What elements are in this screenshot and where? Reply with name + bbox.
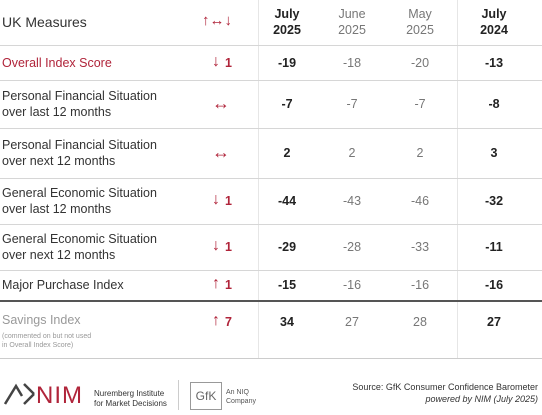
row-label-line: over last 12 months xyxy=(2,105,112,119)
value: 2 xyxy=(283,146,291,160)
row-label: General Economic Situation over last 12 m… xyxy=(2,185,157,217)
gfk-sub: An NIQ Company xyxy=(226,388,256,406)
row-divider xyxy=(0,178,542,179)
value: -46 xyxy=(410,194,430,208)
nim-logo: NIM xyxy=(36,382,83,409)
row-note: (commented on but not used in Overall Ind… xyxy=(2,332,91,350)
value: -7 xyxy=(346,97,358,111)
value: -33 xyxy=(410,240,430,254)
column-month: July xyxy=(274,7,300,21)
change-value: 7 xyxy=(225,315,232,329)
row-note-line: in Overall Index Score) xyxy=(2,342,74,349)
col-divider xyxy=(258,0,259,358)
column-header: July 2025 xyxy=(257,6,317,38)
value: 3 xyxy=(490,146,498,160)
row-label-line: General Economic Situation xyxy=(2,232,157,246)
change-arrow: ↑ xyxy=(212,312,220,329)
row-label-line: Major Purchase Index xyxy=(2,278,124,292)
row-label: Savings Index xyxy=(2,312,81,328)
value: 27 xyxy=(345,315,359,329)
gfk-sub-line: An NIQ xyxy=(226,389,249,396)
value: 2 xyxy=(348,146,356,160)
value: -16 xyxy=(410,278,430,292)
row-divider xyxy=(0,45,542,46)
value: -28 xyxy=(342,240,362,254)
column-month: July xyxy=(481,7,507,21)
source-text: Source: GfK Consumer Confidence Baromete… xyxy=(352,382,538,392)
value: 28 xyxy=(413,315,427,329)
value: -16 xyxy=(342,278,362,292)
value: -8 xyxy=(488,97,500,111)
column-header: July 2024 xyxy=(464,6,524,38)
row-label-line: over next 12 months xyxy=(2,154,116,168)
value: -20 xyxy=(410,55,430,70)
row-divider xyxy=(0,224,542,225)
row-label-line: Savings Index xyxy=(2,313,81,327)
value: 27 xyxy=(487,315,501,329)
value: -29 xyxy=(277,240,297,254)
nim-icon xyxy=(3,383,35,405)
row-label-line: Personal Financial Situation xyxy=(2,138,157,152)
value: -16 xyxy=(484,278,504,292)
column-month: May xyxy=(408,7,432,21)
row-label-line: Personal Financial Situation xyxy=(2,89,157,103)
gfk-logo: GfK xyxy=(190,382,222,410)
value: -11 xyxy=(485,240,503,254)
row-note-line: (commented on but not used xyxy=(2,333,92,340)
change-arrow: ↔ xyxy=(212,142,230,162)
change-value: 1 xyxy=(225,55,232,70)
row-label: Personal Financial Situation over last 12… xyxy=(2,88,157,120)
change-arrow: ↓ xyxy=(212,191,220,208)
change-value: 1 xyxy=(225,240,232,254)
change-icon: ↑↔↓ xyxy=(202,12,232,29)
row-label: Personal Financial Situation over next 12… xyxy=(2,137,157,169)
gfk-sub-line: Company xyxy=(226,398,256,405)
value: -32 xyxy=(484,194,504,208)
nim-name-line: Nuremberg Institute xyxy=(94,389,165,398)
value: 2 xyxy=(416,146,424,160)
divider xyxy=(178,380,179,410)
change-value: 1 xyxy=(225,278,232,292)
column-header: June 2025 xyxy=(322,6,382,38)
column-month: June xyxy=(338,7,366,21)
value: 34 xyxy=(280,315,294,329)
row-label-line: General Economic Situation xyxy=(2,186,157,200)
row-divider xyxy=(0,80,542,81)
column-year: 2025 xyxy=(273,23,301,37)
row-label-line: over last 12 months xyxy=(2,202,112,216)
row-label: Overall Index Score xyxy=(2,55,112,71)
column-year: 2024 xyxy=(480,23,508,37)
row-label: General Economic Situation over next 12 m… xyxy=(2,231,157,263)
value: -15 xyxy=(277,278,297,292)
row-label-line: Overall Index Score xyxy=(2,55,112,70)
row-divider xyxy=(0,270,542,271)
powered-by: powered by NIM (July 2025) xyxy=(425,394,538,404)
col-divider xyxy=(457,0,458,358)
value: -19 xyxy=(277,55,297,70)
value: -7 xyxy=(281,97,293,111)
change-arrow: ↓ xyxy=(212,52,220,70)
column-year: 2025 xyxy=(406,23,434,37)
change-arrow: ↔ xyxy=(212,93,230,113)
value: -13 xyxy=(484,55,504,70)
column-header: May 2025 xyxy=(390,6,450,38)
row-divider xyxy=(0,300,542,302)
row-divider xyxy=(0,358,542,359)
value: -7 xyxy=(414,97,426,111)
value: -18 xyxy=(342,55,362,70)
column-year: 2025 xyxy=(338,23,366,37)
header-label: UK Measures xyxy=(2,14,87,30)
source: Source: GfK Consumer Confidence Baromete… xyxy=(352,381,538,405)
value: -43 xyxy=(342,194,362,208)
value: -44 xyxy=(277,194,297,208)
nim-name: Nuremberg Institute for Market Decisions xyxy=(94,389,167,409)
row-label: Major Purchase Index xyxy=(2,277,124,293)
row-label-line: over next 12 months xyxy=(2,248,116,262)
change-value: 1 xyxy=(225,194,232,208)
change-arrow: ↑ xyxy=(212,275,220,292)
row-divider xyxy=(0,128,542,129)
nim-name-line: for Market Decisions xyxy=(94,399,167,408)
change-arrow: ↓ xyxy=(212,237,220,254)
